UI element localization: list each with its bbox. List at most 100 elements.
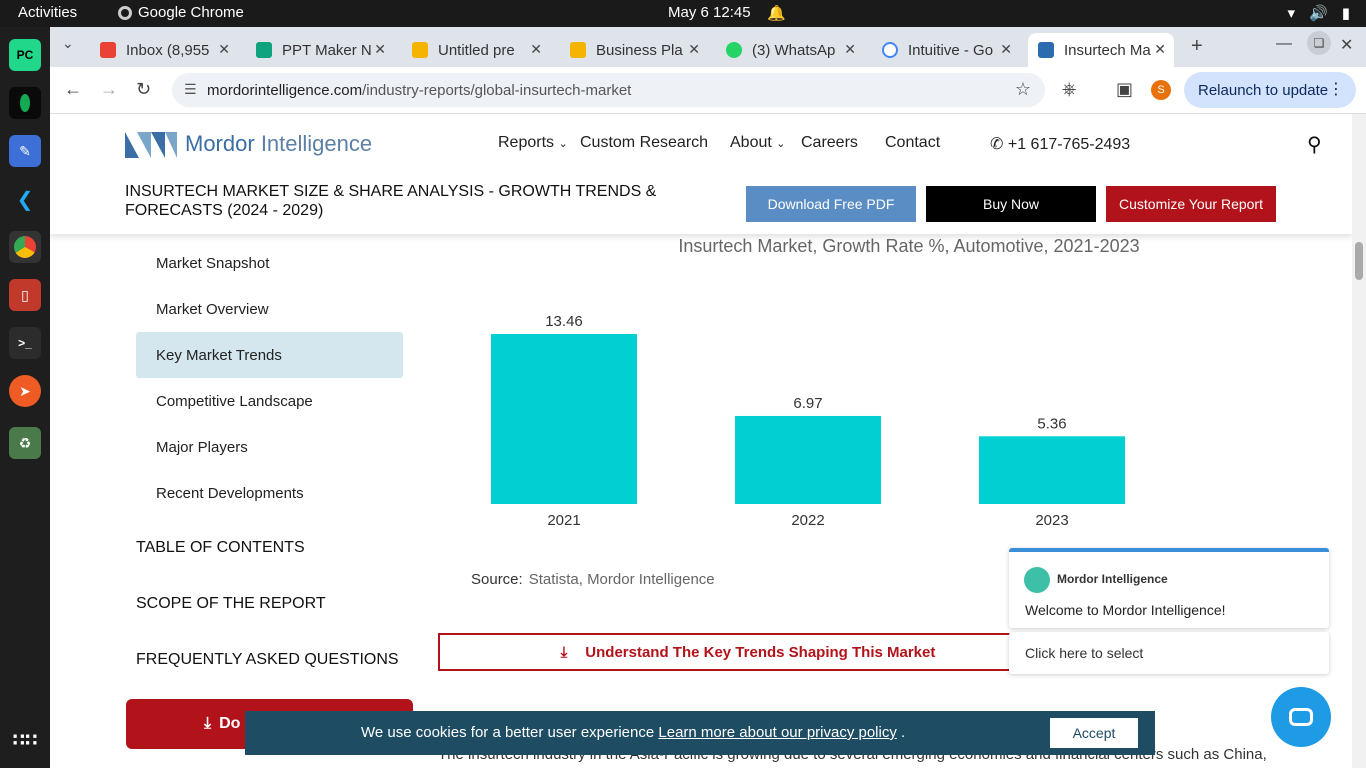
bar-2021 <box>491 334 637 504</box>
chat-welcome-card[interactable]: Mordor Intelligence Welcome to Mordor In… <box>1009 548 1329 628</box>
site-info-icon[interactable]: ☰ <box>184 81 197 97</box>
scrollbar-thumb[interactable] <box>1355 242 1363 280</box>
sidebar-item-recent-developments[interactable]: Recent Developments <box>136 470 403 516</box>
cookie-message: We use cookies for a better user experie… <box>361 724 659 741</box>
side-panel-icon[interactable]: ▣ <box>1116 79 1134 99</box>
chat-select-option[interactable]: Click here to select <box>1009 632 1329 674</box>
system-top-bar: Activities Google Chrome May 6 12:45 🔔 ▾… <box>0 0 1366 27</box>
sidebar-toc[interactable]: TABLE OF CONTENTS <box>136 539 305 556</box>
close-icon[interactable]: ✕ <box>1000 41 1012 57</box>
data-label-2021: 13.46 <box>545 313 583 330</box>
chrome-dock-icon[interactable] <box>9 231 41 263</box>
customize-report-button[interactable]: Customize Your Report <box>1106 186 1276 222</box>
minimize-icon[interactable]: — <box>1276 35 1292 52</box>
volume-icon: 🔊 <box>1309 5 1328 22</box>
postman-icon[interactable]: ➤ <box>9 375 41 407</box>
close-icon[interactable]: ✕ <box>530 41 542 57</box>
tab-insurtech[interactable]: Insurtech Ma ✕ <box>1028 33 1174 67</box>
sidebar-item-key-market-trends[interactable]: Key Market Trends <box>136 332 403 378</box>
address-bar[interactable]: ☰ mordorintelligence.com/industry-report… <box>172 73 1045 107</box>
accept-cookies-button[interactable]: Accept <box>1050 718 1138 748</box>
sidebar-scope[interactable]: SCOPE OF THE REPORT <box>136 595 326 612</box>
phone-link[interactable]: ✆ +1 617-765-2493 <box>990 134 1130 154</box>
sidebar-item-label: Market Snapshot <box>156 254 270 272</box>
chart-title: Insurtech Market, Growth Rate %, Automot… <box>678 236 1140 256</box>
download-icon: ⤓ <box>560 643 568 661</box>
tab-search-icon[interactable]: ⌄ <box>62 35 74 51</box>
close-window-icon[interactable]: ✕ <box>1340 37 1354 54</box>
close-icon[interactable]: ✕ <box>1154 41 1166 57</box>
system-tray[interactable]: ▾ 🔊 ▮ <box>1288 4 1350 22</box>
close-icon[interactable]: ✕ <box>688 41 700 57</box>
source-value: Statista, Mordor Intelligence <box>528 571 715 588</box>
nav-about[interactable]: About ⌄ <box>730 134 785 152</box>
source-label: Source: <box>471 571 523 588</box>
key-trends-button[interactable]: ⤓ Understand The Key Trends Shaping This … <box>438 633 1058 671</box>
gmail-icon <box>100 42 116 58</box>
phone-number: +1 617-765-2493 <box>1007 136 1131 153</box>
relaunch-label: Relaunch to update <box>1198 81 1329 99</box>
profile-avatar[interactable]: S <box>1151 80 1171 100</box>
tab-business-plan[interactable]: Business Pla ✕ <box>560 33 708 67</box>
web-page: Mordor Intelligence Reports ⌄ Custom Res… <box>50 114 1352 768</box>
text-editor-icon[interactable]: ✎ <box>9 135 41 167</box>
app-menu[interactable]: Google Chrome <box>118 4 244 21</box>
vscode-icon[interactable]: ❮ <box>9 183 41 215</box>
tab-whatsapp[interactable]: (3) WhatsAp ✕ <box>716 33 864 67</box>
site-logo[interactable]: Mordor Intelligence <box>125 130 372 158</box>
tab-intuitive[interactable]: Intuitive - Go ✕ <box>872 33 1020 67</box>
new-tab-icon[interactable]: + <box>1191 35 1203 57</box>
sidebar-faq[interactable]: FREQUENTLY ASKED QUESTIONS <box>136 651 399 668</box>
nav-custom-research[interactable]: Custom Research <box>580 134 709 151</box>
sidebar-item-label: Recent Developments <box>156 484 304 502</box>
back-icon[interactable]: ← <box>64 79 82 99</box>
url-host: mordorintelligence.com <box>207 81 363 99</box>
tick-label-2022: 2022 <box>791 512 824 529</box>
nav-careers[interactable]: Careers <box>801 134 858 151</box>
trash-icon[interactable]: ♻ <box>9 427 41 459</box>
app-grid-icon[interactable]: ∷∷ <box>12 729 38 750</box>
bar-chart: 13.46 2021 6.97 2022 5.36 2023 <box>491 313 1125 529</box>
star-icon[interactable]: ☆ <box>1014 79 1031 99</box>
terminal-icon[interactable]: >_ <box>9 327 41 359</box>
pycharm-icon[interactable]: PC <box>9 39 41 71</box>
sidebar-item-competitive-landscape[interactable]: Competitive Landscape <box>136 378 403 424</box>
tab-ppt-maker[interactable]: PPT Maker N ✕ <box>246 33 394 67</box>
dock: PC ✎ ❮ ▯ >_ ➤ ♻ ∷∷ <box>0 27 50 768</box>
chat-brand: Mordor Intelligence <box>1057 572 1168 586</box>
tab-untitled[interactable]: Untitled pre ✕ <box>402 33 550 67</box>
browser-frame: ⌄ Inbox (8,955 ✕ PPT Maker N ✕ Untitled … <box>50 27 1366 114</box>
extensions-icon[interactable]: ⎈ <box>1062 79 1077 99</box>
restore-icon[interactable]: ❏ <box>1307 31 1331 55</box>
files-icon[interactable]: ▯ <box>9 279 41 311</box>
close-icon[interactable]: ✕ <box>844 41 856 57</box>
close-icon[interactable]: ✕ <box>218 41 230 57</box>
activities-button[interactable]: Activities <box>18 4 78 21</box>
sidebar-item-market-overview[interactable]: Market Overview <box>136 286 403 332</box>
battery-icon: ▮ <box>1341 5 1350 22</box>
nav-reports[interactable]: Reports ⌄ <box>498 134 568 152</box>
chat-widget[interactable]: Mordor Intelligence Welcome to Mordor In… <box>1009 548 1329 674</box>
close-icon[interactable]: ✕ <box>374 41 386 57</box>
sidebar-item-major-players[interactable]: Major Players <box>136 424 403 470</box>
mordor-icon <box>1038 42 1054 58</box>
chat-launcher-button[interactable] <box>1271 687 1331 747</box>
buy-now-button[interactable]: Buy Now <box>926 186 1096 222</box>
tab-gmail[interactable]: Inbox (8,955 ✕ <box>90 33 238 67</box>
reload-icon[interactable]: ↻ <box>136 79 152 99</box>
forward-icon[interactable]: → <box>100 79 118 99</box>
privacy-policy-link[interactable]: Learn more about our privacy policy <box>658 724 897 741</box>
search-icon[interactable]: ⚲ <box>1307 134 1322 156</box>
download-pdf-button[interactable]: Download Free PDF <box>746 186 916 222</box>
chevron-down-icon: ⌄ <box>558 138 568 150</box>
more-icon: ⋮ <box>1328 81 1344 98</box>
relaunch-button[interactable]: Relaunch to update ⋮ <box>1184 72 1356 108</box>
clock[interactable]: May 6 12:45 <box>668 4 751 21</box>
sidebar-item-market-snapshot[interactable]: Market Snapshot <box>136 240 403 286</box>
nav-contact[interactable]: Contact <box>885 134 941 151</box>
sidebar-item-label: Market Overview <box>156 300 269 318</box>
page-scrollbar[interactable] <box>1352 114 1366 768</box>
slides-icon <box>570 42 586 58</box>
mongodb-icon[interactable] <box>9 87 41 119</box>
chevron-down-icon: ⌄ <box>776 138 786 150</box>
